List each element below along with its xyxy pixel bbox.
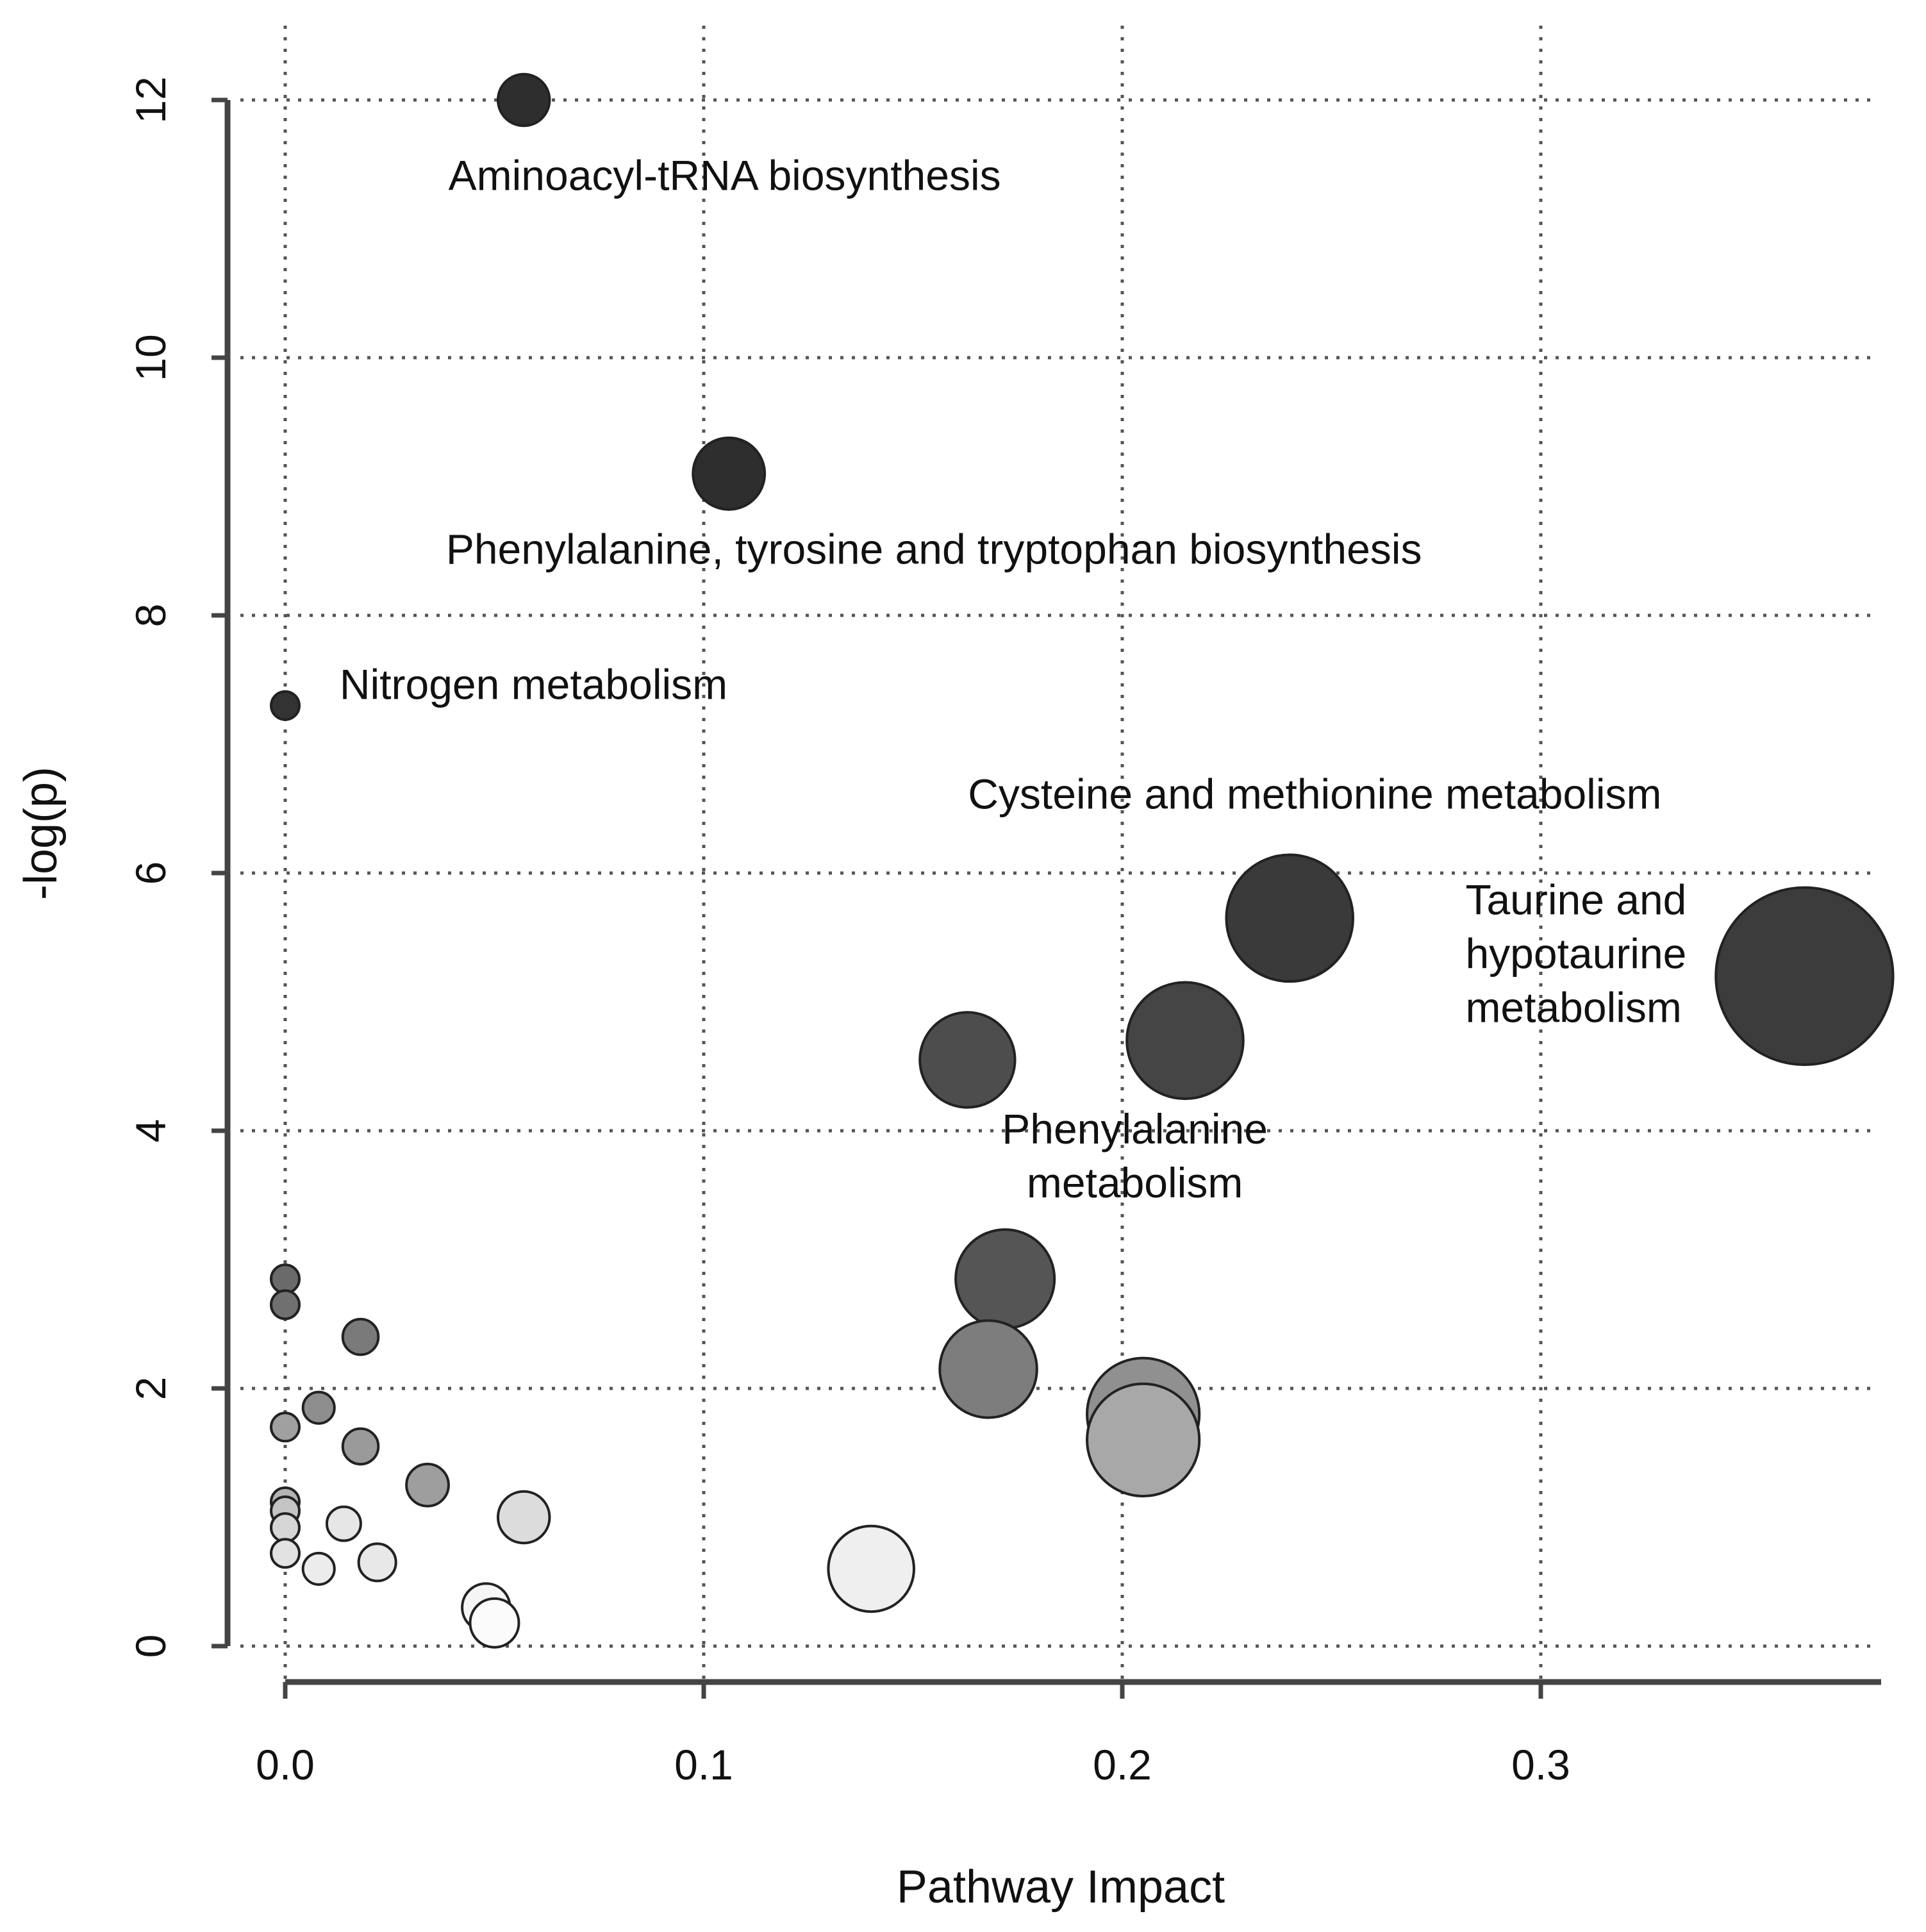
y-tick-label-12: 12 bbox=[127, 76, 174, 123]
annotation-0-line-0: Aminoacyl-tRNA biosynthesis bbox=[449, 152, 1001, 199]
data-point-4 bbox=[1714, 886, 1895, 1066]
y-tick-label-0: 0 bbox=[127, 1635, 174, 1658]
x-tick-label-0.1: 0.1 bbox=[674, 1741, 733, 1788]
annotation-5-line-0: Phenylalanine bbox=[1002, 1105, 1268, 1153]
x-tick-label-0.3: 0.3 bbox=[1511, 1741, 1570, 1788]
data-point-0 bbox=[496, 72, 551, 128]
data-point-2 bbox=[270, 690, 301, 721]
data-points bbox=[270, 72, 1895, 1649]
x-tick-label-0.0: 0.0 bbox=[256, 1741, 315, 1788]
y-tick-label-8: 8 bbox=[127, 604, 174, 628]
annotation-1-line-0: Phenylalanine, tyrosine and tryptophan b… bbox=[446, 526, 1422, 573]
annotation-4-line-0: Taurine and bbox=[1465, 876, 1686, 923]
data-point-8 bbox=[938, 1319, 1038, 1419]
y-axis-title: -log(p) bbox=[15, 767, 67, 900]
x-tick-label-0.2: 0.2 bbox=[1093, 1741, 1152, 1788]
data-point-20 bbox=[270, 1289, 301, 1320]
y-tick-label-6: 6 bbox=[127, 862, 174, 885]
data-point-25 bbox=[270, 1538, 301, 1569]
data-point-11 bbox=[827, 1524, 915, 1613]
data-point-17 bbox=[341, 1427, 380, 1466]
tick-labels: 0 2 4 6 8 10 12 0.0 0.1 0.2 0.3 bbox=[127, 76, 1570, 1788]
data-point-16 bbox=[341, 1317, 380, 1356]
data-point-1 bbox=[692, 436, 767, 511]
annotation-4: Taurine and hypotaurine metabolism bbox=[1465, 876, 1686, 1031]
annotation-2-line-0: Nitrogen metabolism bbox=[340, 661, 727, 708]
data-point-15 bbox=[405, 1462, 450, 1508]
annotation-3: Cysteine and methionine metabolism bbox=[968, 770, 1661, 818]
annotation-3-line-0: Cysteine and methionine metabolism bbox=[968, 770, 1661, 818]
y-tick-label-4: 4 bbox=[127, 1119, 174, 1143]
data-point-19 bbox=[270, 1263, 301, 1295]
grid-lines bbox=[240, 26, 1875, 1679]
data-point-26 bbox=[325, 1505, 362, 1542]
data-point-18 bbox=[301, 1390, 336, 1425]
annotation-5-line-1: metabolism bbox=[1027, 1159, 1243, 1206]
data-point-7 bbox=[954, 1228, 1056, 1330]
data-point-3 bbox=[1225, 853, 1354, 983]
data-point-14 bbox=[469, 1597, 520, 1649]
annotations: Aminoacyl-tRNA biosynthesis Phenylalanine… bbox=[340, 152, 1686, 1206]
data-point-10 bbox=[1086, 1382, 1201, 1497]
y-tick-label-2: 2 bbox=[127, 1377, 174, 1401]
annotation-4-line-2: metabolism bbox=[1465, 983, 1681, 1031]
data-point-24 bbox=[270, 1512, 301, 1544]
data-point-5 bbox=[1125, 981, 1245, 1101]
data-point-12 bbox=[496, 1490, 551, 1545]
data-point-21 bbox=[270, 1412, 301, 1443]
annotation-4-line-1: hypotaurine bbox=[1465, 929, 1686, 977]
data-point-27 bbox=[301, 1551, 336, 1586]
axes bbox=[212, 97, 1881, 1699]
data-point-28 bbox=[357, 1542, 397, 1583]
annotation-2: Nitrogen metabolism bbox=[340, 661, 727, 708]
data-point-6 bbox=[918, 1011, 1017, 1109]
annotation-0: Aminoacyl-tRNA biosynthesis bbox=[449, 152, 1001, 199]
annotation-5: Phenylalanine metabolism bbox=[1002, 1105, 1268, 1206]
x-axis-title: Pathway Impact bbox=[897, 1861, 1225, 1913]
y-tick-label-10: 10 bbox=[127, 334, 174, 381]
annotation-1: Phenylalanine, tyrosine and tryptophan b… bbox=[446, 526, 1422, 573]
